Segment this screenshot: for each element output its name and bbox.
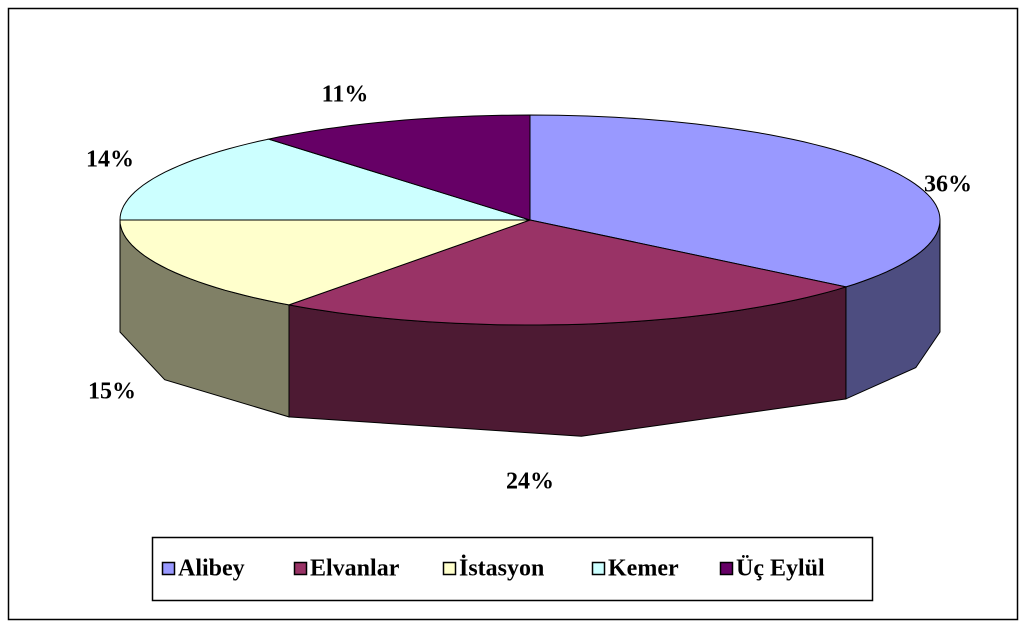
data-label: 36%: [924, 172, 972, 198]
legend-swatch: [591, 561, 606, 576]
pie-slice: [287, 219, 848, 326]
legend-label: Üç Eylül: [736, 556, 825, 582]
data-label: 11%: [322, 82, 369, 108]
legend-label: İstasyon: [459, 556, 544, 582]
legend-swatch: [719, 561, 734, 576]
data-label: 14%: [86, 147, 134, 173]
pie-slice: [266, 114, 531, 221]
pie-slice: [119, 138, 531, 221]
legend-swatch: [161, 561, 176, 576]
legend-label: Kemer: [608, 556, 679, 582]
data-label: 15%: [88, 379, 136, 405]
legend-box: [151, 536, 874, 602]
legend-label: Alibey: [178, 556, 245, 582]
data-label: 24%: [506, 469, 554, 495]
pie-slice: [529, 114, 941, 288]
legend-swatch: [293, 561, 308, 576]
legend-label: Elvanlar: [310, 556, 400, 582]
legend-swatch: [442, 561, 457, 576]
pie-slice: [119, 219, 531, 306]
